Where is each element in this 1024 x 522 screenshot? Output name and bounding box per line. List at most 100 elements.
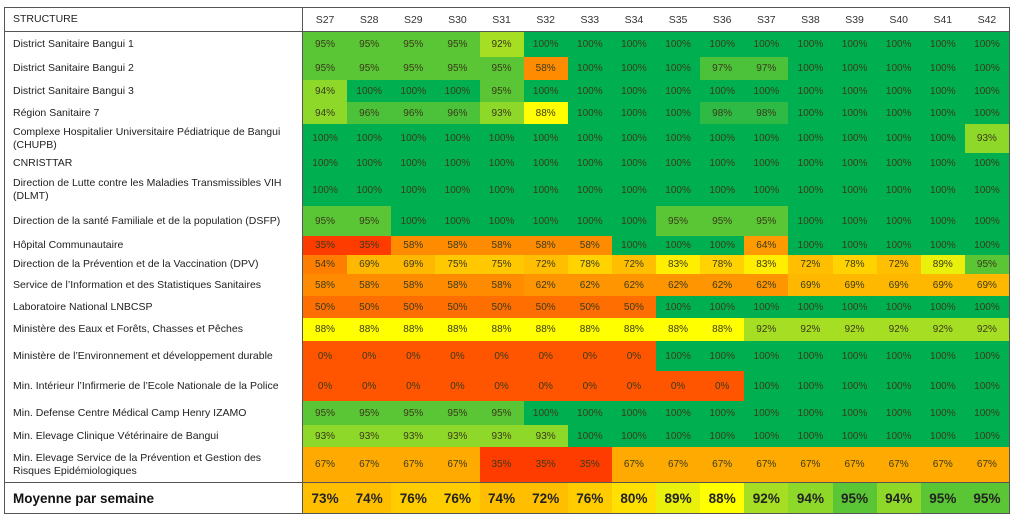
completeness-cell: 100%	[832, 206, 877, 236]
completeness-cell: 100%	[611, 57, 656, 80]
week-header-s30: S30	[435, 8, 480, 31]
table-header-row: STRUCTURE S27 S28 S29 S30 S31 S32 S33 S34 S35 S36…	[5, 8, 1009, 32]
completeness-cell: 100%	[964, 341, 1009, 371]
completeness-cell: 95%	[744, 206, 789, 236]
completeness-cell: 100%	[700, 425, 745, 447]
completeness-cell: 35%	[347, 236, 392, 255]
completeness-cell: 93%	[523, 425, 568, 447]
completeness-cell: 95%	[391, 57, 436, 80]
completeness-cell: 0%	[611, 341, 656, 371]
week-headers: S27 S28 S29 S30 S31 S32 S33 S34 S35 S36 S37 S38 S39 S…	[303, 8, 1009, 31]
completeness-cell: 100%	[523, 124, 568, 153]
completeness-cell: 100%	[700, 401, 745, 425]
completeness-cell: 62%	[700, 274, 745, 296]
completeness-cell: 89%	[920, 255, 965, 274]
completeness-cell: 78%	[700, 255, 745, 274]
completeness-cell: 100%	[788, 425, 833, 447]
completeness-cell: 96%	[435, 102, 480, 124]
completeness-cell: 100%	[700, 153, 745, 174]
completeness-cell: 100%	[964, 401, 1009, 425]
completeness-cell: 67%	[611, 447, 656, 482]
table-row: District Sanitaire Bangui 1 95% 95% 95% 95% 9…	[5, 32, 1009, 57]
completeness-cell: 100%	[567, 57, 612, 80]
table-row: Hôpital Communautaire 35% 35% 58% 58% 58% 58% 5…	[5, 236, 1009, 255]
completeness-cell: 100%	[656, 102, 701, 124]
completeness-cell: 100%	[832, 174, 877, 206]
completeness-cell: 62%	[611, 274, 656, 296]
completeness-cell: 67%	[920, 447, 965, 482]
completeness-cell: 69%	[788, 274, 833, 296]
completeness-cell: 100%	[479, 124, 524, 153]
completeness-cell: 100%	[832, 296, 877, 318]
completeness-cell: 95%	[391, 32, 436, 57]
completeness-cell: 35%	[523, 447, 568, 482]
completeness-cell: 62%	[744, 274, 789, 296]
completeness-cell: 50%	[347, 296, 392, 318]
completeness-cell: 98%	[700, 102, 745, 124]
week-header-s41: S41	[920, 8, 965, 31]
week-header-s28: S28	[347, 8, 392, 31]
completeness-cell: 88%	[567, 318, 612, 341]
completeness-cell: 100%	[788, 206, 833, 236]
completeness-cell: 58%	[435, 236, 480, 255]
completeness-cell: 100%	[964, 371, 1009, 401]
table-row: Région Sanitaire 7 94% 96% 96% 96% 93% 88% 100%…	[5, 102, 1009, 124]
table-row: Direction de la Prévention et de la Vacc…	[5, 255, 1009, 274]
completeness-cell: 0%	[391, 341, 436, 371]
completeness-cell: 100%	[920, 80, 965, 102]
week-header-s36: S36	[700, 8, 745, 31]
completeness-cell: 100%	[788, 296, 833, 318]
completeness-cell: 95%	[479, 401, 524, 425]
weekly-average-label: Moyenne par semaine	[5, 483, 303, 513]
completeness-cell: 100%	[479, 174, 524, 206]
completeness-cell: 88%	[523, 102, 568, 124]
completeness-cell: 98%	[744, 102, 789, 124]
week-header-s37: S37	[744, 8, 789, 31]
completeness-cell: 100%	[832, 341, 877, 371]
completeness-cell: 100%	[611, 32, 656, 57]
completeness-cell: 88%	[479, 318, 524, 341]
completeness-cell: 100%	[876, 236, 921, 255]
structure-name: Direction de la santé Familiale et de la…	[5, 206, 303, 236]
completeness-cell: 100%	[964, 57, 1009, 80]
completeness-cell: 93%	[303, 425, 348, 447]
table-row: Direction de Lutte contre les Maladies T…	[5, 174, 1009, 206]
completeness-cell: 100%	[876, 102, 921, 124]
completeness-cell: 93%	[964, 124, 1009, 153]
week-header-s31: S31	[479, 8, 524, 31]
completeness-cell: 100%	[611, 153, 656, 174]
table-row: Ministère des Eaux et Forêts, Chasses et…	[5, 318, 1009, 341]
completeness-cell: 100%	[832, 371, 877, 401]
weekly-average-cell: 95%	[832, 483, 877, 513]
completeness-cell: 88%	[303, 318, 348, 341]
completeness-cell: 100%	[876, 124, 921, 153]
completeness-cell: 100%	[523, 32, 568, 57]
completeness-cell: 100%	[788, 401, 833, 425]
structure-name: CNRISTTAR	[5, 153, 303, 174]
completeness-cell: 100%	[788, 57, 833, 80]
completeness-cell: 100%	[656, 32, 701, 57]
completeness-cell: 100%	[876, 341, 921, 371]
completeness-cell: 67%	[964, 447, 1009, 482]
completeness-cell: 100%	[920, 102, 965, 124]
structure-name: Ministère de l’Environnement et développ…	[5, 341, 303, 371]
completeness-cell: 0%	[303, 371, 348, 401]
table-row: Laboratoire National LNBCSP 50% 50% 50% 50% 5…	[5, 296, 1009, 318]
completeness-cell: 95%	[303, 57, 348, 80]
completeness-cell: 100%	[479, 153, 524, 174]
completeness-cell: 100%	[876, 425, 921, 447]
completeness-cell: 88%	[435, 318, 480, 341]
completeness-cell: 100%	[876, 371, 921, 401]
completeness-cell: 100%	[964, 32, 1009, 57]
completeness-cell: 50%	[391, 296, 436, 318]
completeness-cell: 95%	[479, 80, 524, 102]
completeness-cell: 100%	[876, 206, 921, 236]
completeness-cell: 0%	[567, 341, 612, 371]
completeness-cell: 95%	[347, 57, 392, 80]
table-row: Complexe Hospitalier Universitaire Pédia…	[5, 124, 1009, 153]
table-row: Ministère de l’Environnement et développ…	[5, 341, 1009, 371]
weekly-average-cell: 95%	[920, 483, 965, 513]
completeness-cell: 100%	[876, 401, 921, 425]
completeness-cell: 100%	[876, 174, 921, 206]
completeness-cell: 100%	[435, 124, 480, 153]
